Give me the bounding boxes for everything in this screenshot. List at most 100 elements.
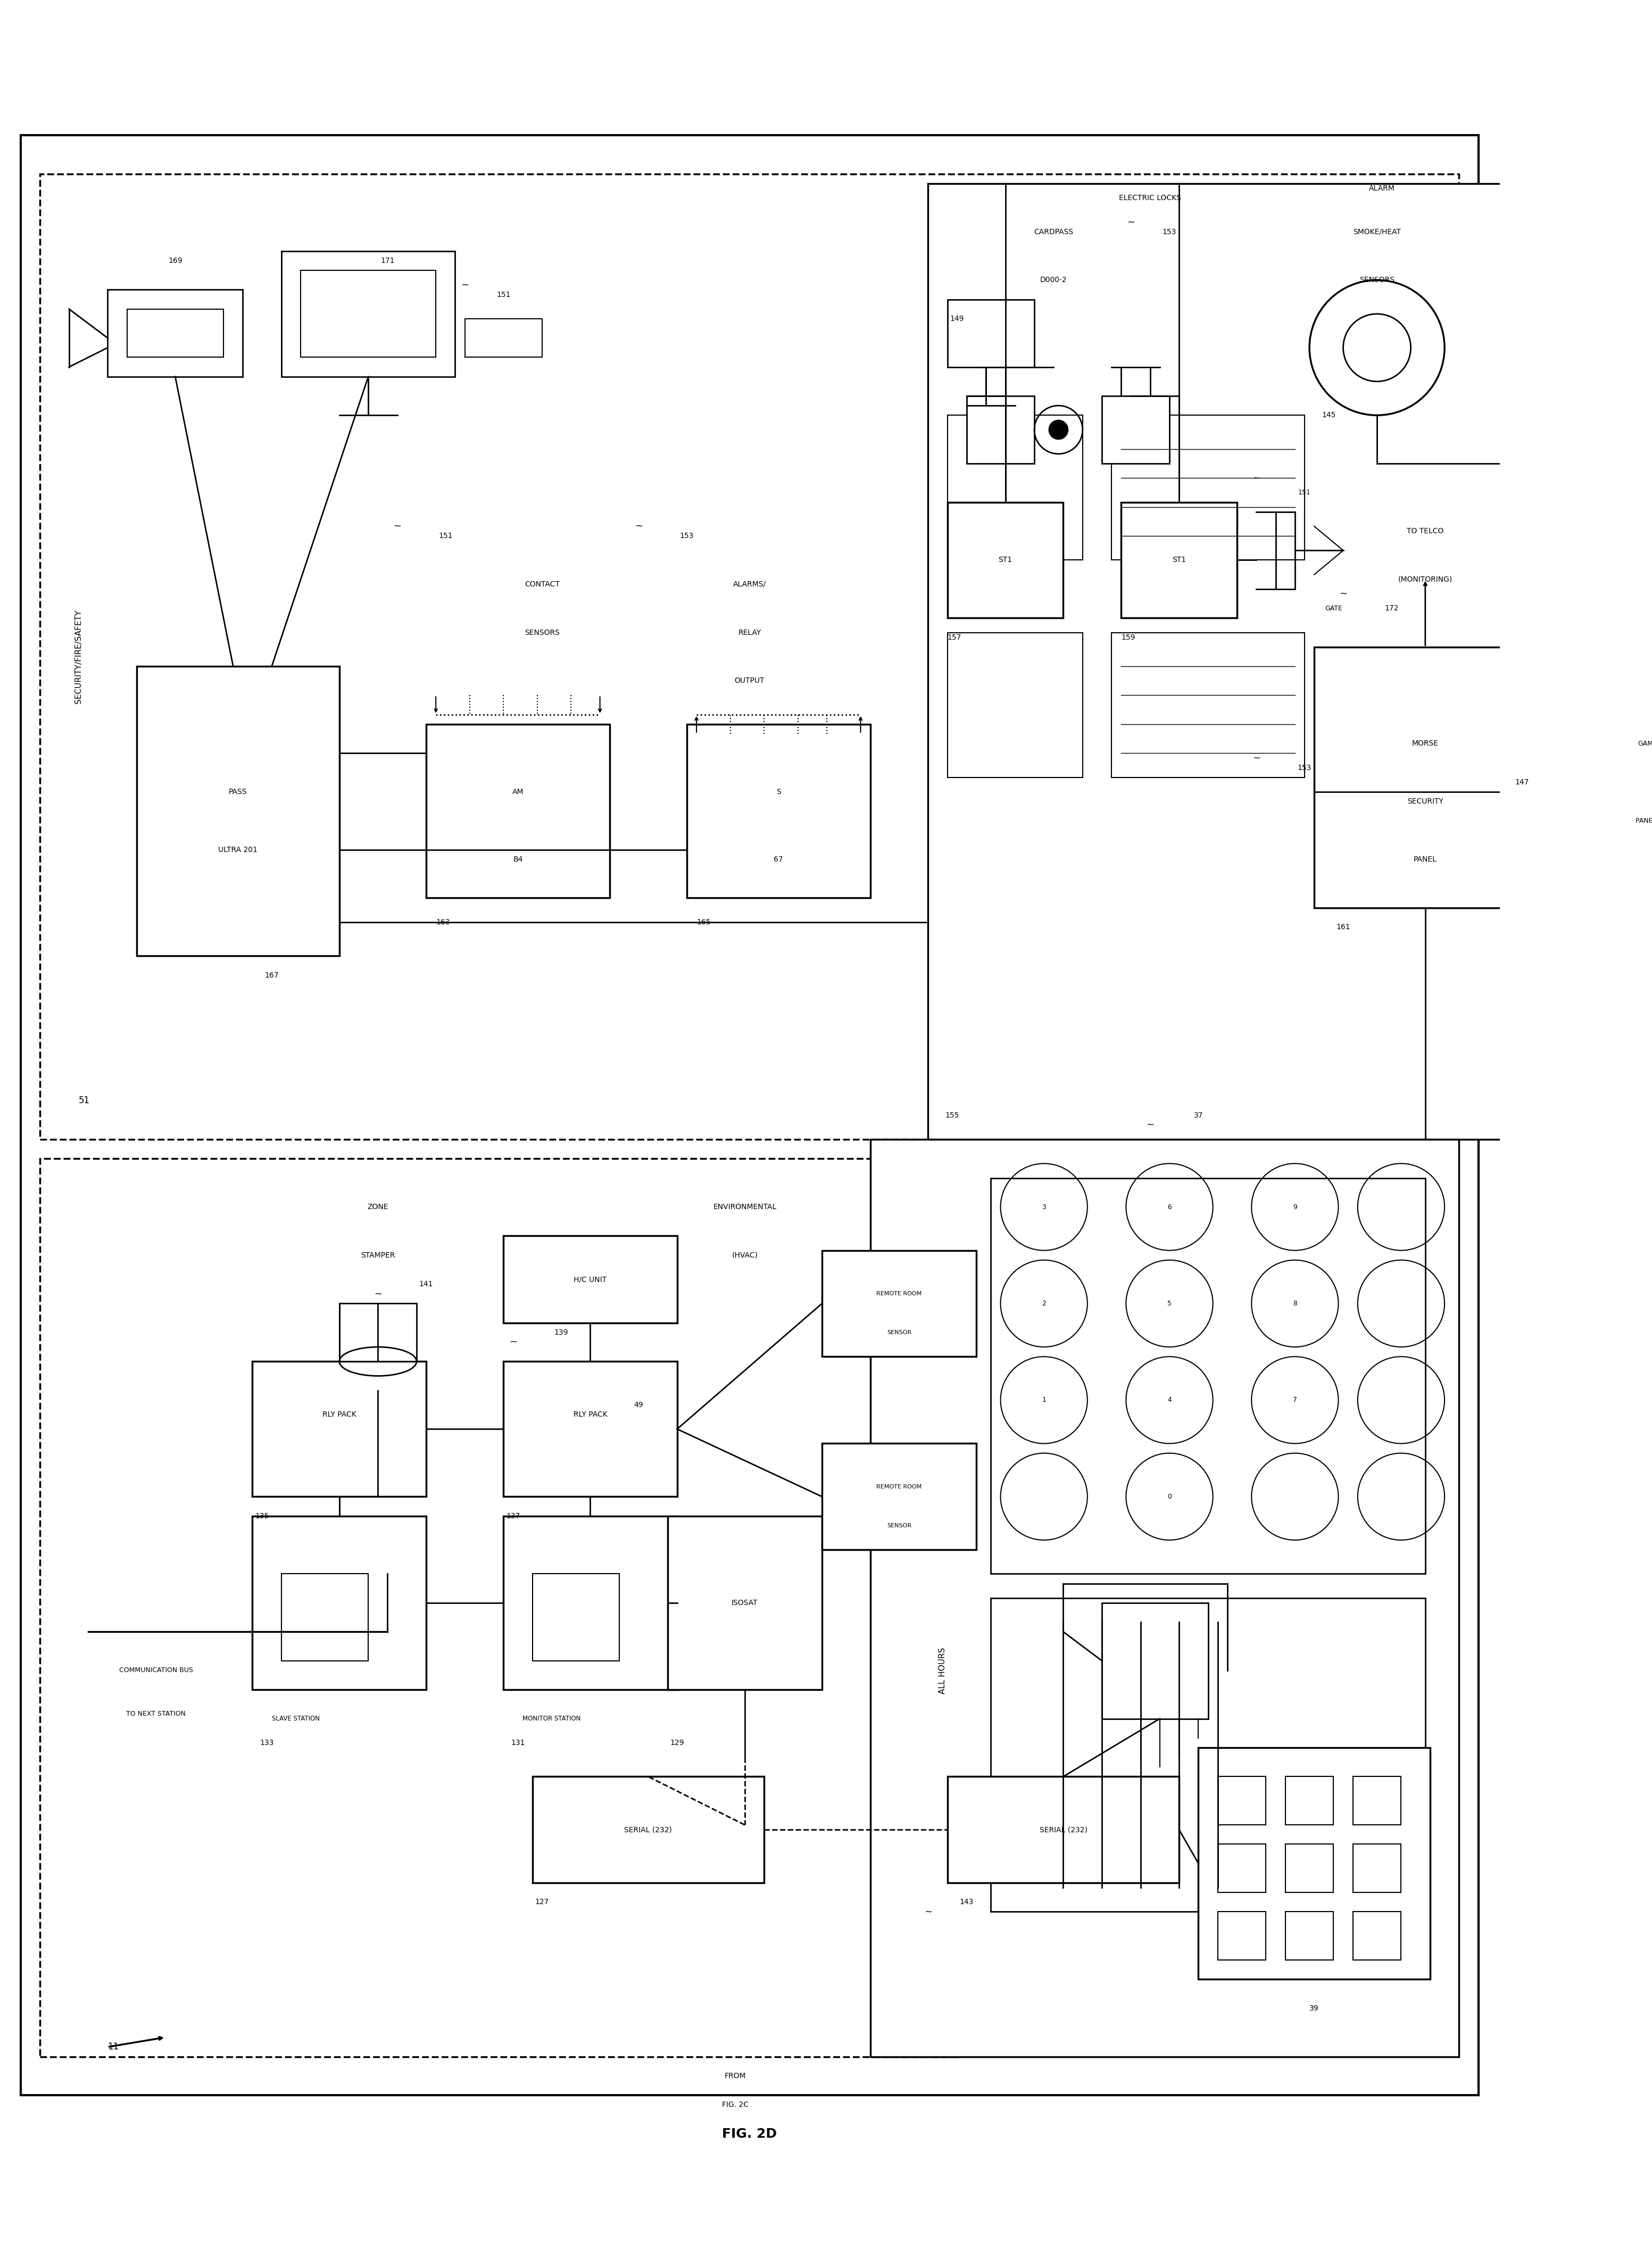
Text: SERIAL (232): SERIAL (232) — [1039, 1827, 1087, 1833]
Text: 171: 171 — [380, 257, 395, 264]
Bar — [1102, 395, 1170, 463]
Text: 143: 143 — [960, 1899, 973, 1906]
Text: 137: 137 — [506, 1513, 520, 1520]
Bar — [281, 1574, 368, 1660]
Text: AM: AM — [512, 788, 524, 795]
Text: RLY PACK: RLY PACK — [573, 1411, 608, 1418]
Text: 155: 155 — [945, 1111, 960, 1120]
Bar — [1112, 415, 1305, 560]
Text: SLAVE STATION: SLAVE STATION — [271, 1716, 319, 1723]
Text: 172: 172 — [1384, 605, 1399, 612]
Text: 39: 39 — [1310, 2005, 1318, 2012]
Bar — [40, 1158, 957, 2057]
Text: 1: 1 — [1042, 1398, 1046, 1404]
Bar — [871, 1140, 1459, 2057]
Text: OUTPUT: OUTPUT — [735, 677, 765, 684]
Text: FROM: FROM — [724, 2073, 745, 2080]
Bar — [281, 251, 456, 377]
Text: ~: ~ — [1127, 217, 1135, 228]
Bar — [1102, 1603, 1208, 1718]
Text: FIG. 2D: FIG. 2D — [722, 2127, 776, 2141]
Text: 163: 163 — [436, 919, 449, 926]
Bar — [1353, 1845, 1401, 1892]
Text: ST1: ST1 — [1173, 555, 1186, 564]
Text: ~: ~ — [509, 1337, 517, 1348]
Text: ~: ~ — [393, 522, 401, 531]
Text: SENSOR: SENSOR — [887, 1330, 912, 1334]
Text: 6: 6 — [1168, 1204, 1171, 1210]
Text: ~: ~ — [634, 522, 643, 531]
Text: 133: 133 — [259, 1739, 274, 1745]
Bar — [426, 725, 610, 899]
Text: ZONE: ZONE — [367, 1204, 388, 1210]
Bar — [928, 183, 1652, 1140]
Bar — [1112, 632, 1305, 777]
Text: S: S — [776, 788, 781, 795]
Text: SENSOR: SENSOR — [887, 1522, 912, 1529]
Bar — [823, 1443, 976, 1549]
Text: 51: 51 — [79, 1095, 89, 1106]
Bar — [301, 271, 436, 357]
Text: GATE: GATE — [1325, 605, 1343, 612]
Text: 161: 161 — [1336, 924, 1350, 930]
Bar — [1198, 1748, 1431, 1980]
Bar — [948, 1777, 1180, 1883]
Text: ELECTRIC LOCKS: ELECTRIC LOCKS — [1118, 194, 1181, 201]
Text: 8: 8 — [1294, 1301, 1297, 1307]
Text: 7: 7 — [1294, 1398, 1297, 1404]
Text: 141: 141 — [420, 1280, 433, 1287]
Text: 169: 169 — [169, 257, 182, 264]
Bar — [1285, 1777, 1333, 1824]
Text: ~: ~ — [1146, 1120, 1155, 1129]
Text: ~: ~ — [373, 1289, 382, 1298]
Bar — [823, 1251, 976, 1357]
Text: GAMEWELL: GAMEWELL — [1639, 741, 1652, 747]
Bar — [107, 289, 243, 377]
Text: 0: 0 — [1168, 1493, 1171, 1499]
Bar — [966, 395, 1034, 463]
Text: ST1: ST1 — [998, 555, 1013, 564]
Text: SECURITY/FIRE/SAFETY: SECURITY/FIRE/SAFETY — [74, 610, 83, 704]
Text: ~: ~ — [1340, 589, 1346, 598]
Bar — [948, 300, 1034, 368]
Text: 159: 159 — [1122, 634, 1135, 641]
Bar — [1285, 1913, 1333, 1960]
Text: ULTRA 201: ULTRA 201 — [218, 847, 258, 854]
Bar — [532, 1777, 763, 1883]
Text: COMMUNICATION BUS: COMMUNICATION BUS — [119, 1666, 193, 1673]
Text: 127: 127 — [535, 1899, 548, 1906]
Text: (MONITORING): (MONITORING) — [1398, 576, 1452, 583]
Text: 131: 131 — [510, 1739, 525, 1745]
Text: ~: ~ — [461, 280, 469, 289]
Bar — [253, 1362, 426, 1497]
Text: 157: 157 — [948, 634, 961, 641]
Bar — [1353, 1777, 1401, 1824]
Text: 135: 135 — [254, 1513, 269, 1520]
Text: 153: 153 — [1163, 228, 1176, 235]
Text: 165: 165 — [697, 919, 710, 926]
Bar — [948, 632, 1082, 777]
Bar — [1315, 648, 1536, 908]
Text: ~: ~ — [1252, 474, 1260, 483]
Text: 3: 3 — [1042, 1204, 1046, 1210]
Text: 2: 2 — [1042, 1301, 1046, 1307]
Text: 9: 9 — [1294, 1204, 1297, 1210]
Text: 145: 145 — [1322, 411, 1336, 420]
Bar — [1218, 1845, 1265, 1892]
Text: H/C UNIT: H/C UNIT — [573, 1276, 606, 1283]
Text: (HVAC): (HVAC) — [732, 1251, 758, 1260]
Text: RELAY: RELAY — [738, 628, 762, 637]
Text: SENSORS: SENSORS — [524, 628, 560, 637]
Bar — [504, 1362, 677, 1497]
Bar — [1285, 1845, 1333, 1892]
Text: MORSE: MORSE — [1412, 741, 1439, 747]
Text: 49: 49 — [634, 1402, 643, 1409]
Bar — [532, 1574, 620, 1660]
Bar — [1218, 1913, 1265, 1960]
Text: PANEL (FIRE): PANEL (FIRE) — [1635, 817, 1652, 824]
Text: RLY PACK: RLY PACK — [322, 1411, 357, 1418]
Text: CARDPASS: CARDPASS — [1034, 228, 1074, 235]
Bar — [127, 309, 223, 357]
Bar — [991, 1599, 1426, 1913]
Bar — [464, 318, 542, 357]
